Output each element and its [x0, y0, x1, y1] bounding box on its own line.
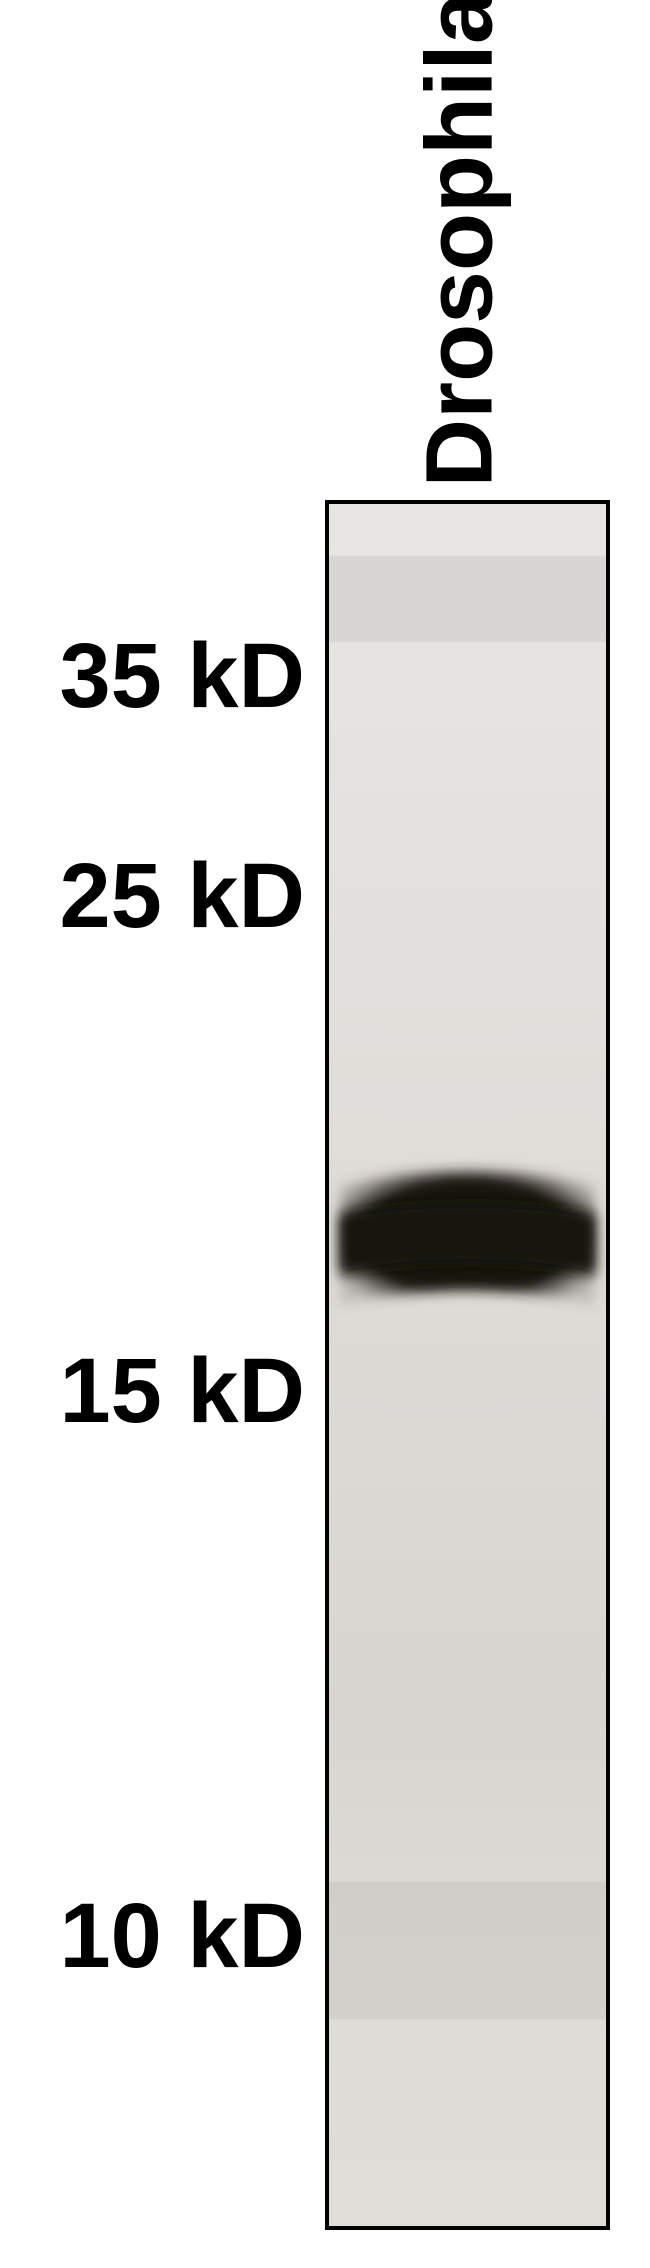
mw-label-10kd: 10 kD — [5, 1884, 305, 1989]
blot-lane — [325, 500, 610, 2230]
mw-label-15kd: 15 kD — [5, 1339, 305, 1444]
mw-label-35kd: 35 kD — [5, 624, 305, 729]
blot-background — [329, 504, 606, 2226]
mw-label-25kd: 25 kD — [5, 844, 305, 949]
blot-svg — [329, 504, 606, 2226]
lane-label-drosophila: Drosophila — [406, 7, 515, 487]
